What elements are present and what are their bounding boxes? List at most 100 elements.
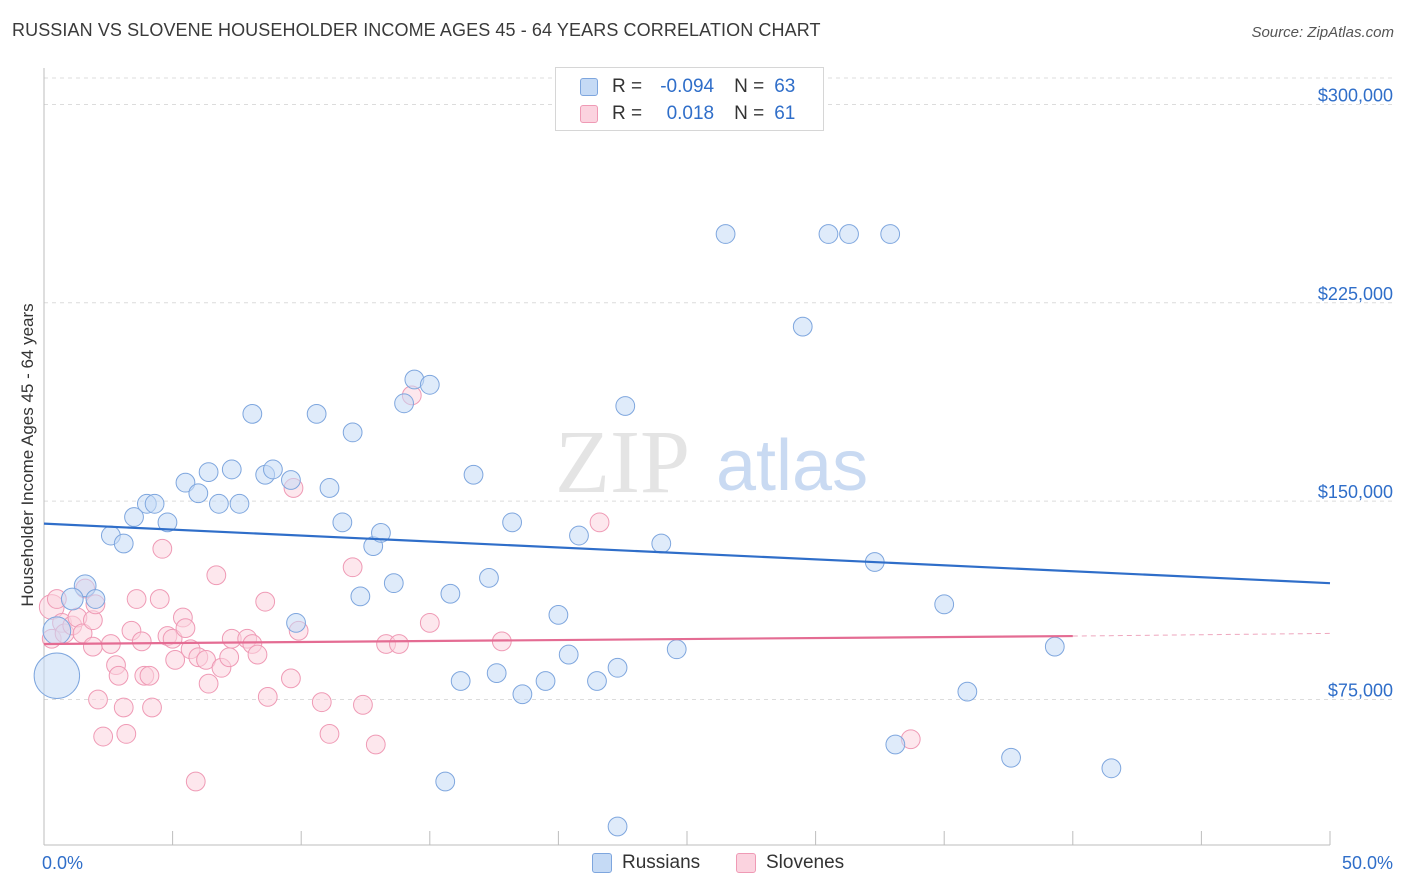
russian-point [607, 657, 628, 678]
russians-swatch [580, 78, 598, 96]
legend-row-slovenes: R = 0.018 N = 61 [580, 103, 795, 125]
russian-point [229, 493, 250, 514]
russian-point [371, 523, 391, 543]
russian-point [383, 573, 404, 594]
slovene-point [281, 668, 301, 689]
slovene-point [93, 726, 114, 747]
slovene-point [113, 697, 134, 718]
watermark: ZIP atlas [555, 413, 868, 512]
correlation-legend: R = -0.094 N = 63 R = 0.018 N = 61 [555, 67, 824, 131]
source-label: Source: ZipAtlas.com [1251, 24, 1394, 41]
slovene-point [126, 589, 147, 609]
slovene-point [142, 697, 162, 718]
slovene-point [342, 557, 363, 578]
russian-point [666, 639, 687, 660]
russian-point [281, 470, 301, 490]
slovenes-swatch [580, 105, 598, 123]
n-label: N = [734, 103, 765, 124]
russian-point [286, 612, 306, 633]
slovenes-trend-line [43, 634, 1073, 646]
slovene-point [88, 689, 108, 710]
russian-point [479, 567, 499, 588]
slovene-point [311, 692, 332, 713]
russian-point [615, 396, 636, 416]
slovene-point [206, 565, 227, 586]
legend-russians: Russians [592, 852, 700, 874]
slovene-point [319, 724, 340, 744]
slovene-point [257, 687, 278, 707]
russian-point [463, 464, 484, 485]
russian-point [242, 404, 263, 424]
russian-point [839, 224, 859, 244]
slovene-point [131, 631, 152, 652]
watermark-atlas: atlas [716, 426, 868, 506]
russian-point [144, 493, 165, 514]
n-label: N = [734, 76, 765, 97]
slovene-point [419, 612, 440, 633]
y-tick-label: $75,000 [1328, 681, 1393, 701]
slovene-point [175, 618, 196, 639]
russian-point [42, 616, 72, 646]
russian-point [450, 671, 471, 691]
x-max-label: 50.0% [1341, 853, 1393, 873]
russian-point [957, 681, 978, 702]
slovene-point [108, 665, 129, 686]
legend-slovenes: Slovenes [736, 852, 844, 874]
r-label: R = [612, 103, 643, 124]
r-value: 0.018 [666, 103, 715, 124]
russian-point [486, 663, 507, 683]
slovene-point [353, 694, 373, 715]
russian-point [188, 483, 209, 504]
y-axis-label: Householder Income Ages 45 - 64 years [18, 303, 37, 606]
russian-point [715, 224, 736, 244]
russian-point [558, 644, 579, 665]
y-tick-labels: $75,000 $150,000 $225,000 $300,000 [1318, 85, 1393, 700]
russian-point [33, 652, 81, 699]
russian-point [209, 493, 229, 514]
russian-point [440, 583, 461, 604]
russian-point [934, 594, 955, 615]
n-value: 61 [774, 103, 796, 124]
russian-point [1001, 747, 1021, 768]
russian-point [587, 671, 607, 691]
russian-point [175, 472, 196, 493]
r-label: R = [612, 76, 643, 97]
russian-point [306, 404, 327, 424]
slovene-point [247, 644, 268, 665]
russian-point [113, 533, 134, 554]
slovene-point [165, 649, 186, 670]
slovene-point [255, 591, 276, 612]
russian-point [332, 512, 353, 533]
russian-point [880, 224, 901, 244]
x-min-label: 0.0% [42, 853, 84, 873]
russian-point [319, 478, 340, 498]
russians-legend-label: Russians [622, 852, 701, 873]
slovene-point [365, 734, 386, 755]
russians-legend-swatch [592, 853, 612, 873]
slovenes-trend-extension [1072, 632, 1331, 637]
slovene-point [152, 538, 173, 559]
slovene-point [116, 724, 137, 744]
russian-point [1044, 636, 1065, 657]
russians-trend-line [43, 522, 1331, 585]
slovene-point [589, 512, 610, 533]
russians-points [33, 224, 1122, 837]
slovenes-legend-swatch [736, 853, 756, 873]
russian-point [342, 422, 363, 443]
russian-point [198, 462, 219, 482]
russian-point [1101, 758, 1122, 779]
russian-point [85, 589, 106, 609]
trend-lines [43, 522, 1331, 646]
axes [43, 68, 1331, 846]
gridlines [44, 77, 1395, 701]
russian-point [419, 374, 440, 395]
russian-point [885, 734, 906, 755]
slovene-point [82, 636, 103, 657]
russian-point [157, 512, 178, 533]
slovenes-legend-label: Slovenes [766, 852, 845, 873]
slovene-point [219, 647, 240, 668]
chart-title: RUSSIAN VS SLOVENE HOUSEHOLDER INCOME AG… [12, 20, 821, 40]
russian-point [792, 316, 813, 337]
russian-point [651, 533, 672, 554]
